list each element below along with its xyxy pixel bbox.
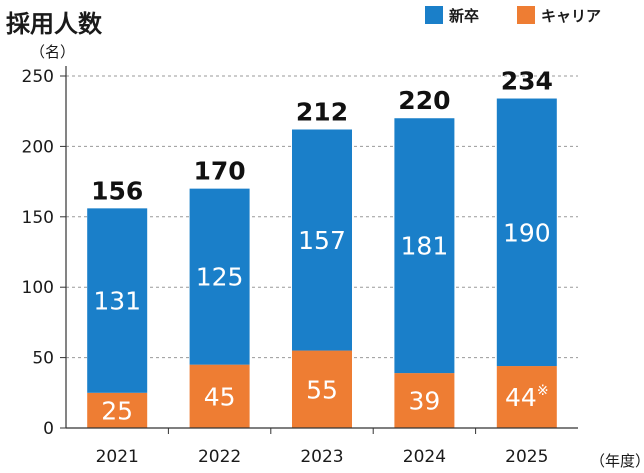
data-label-new-grad: 181 [401,232,449,261]
data-label-new-grad: 190 [503,218,551,247]
legend-label-career: キャリア [541,7,601,25]
bar-segment-new-grad [189,188,250,365]
bar-segment-career [394,373,455,428]
data-label-career: 45 [204,382,236,411]
x-tick-label: 2025 [505,447,548,467]
y-tick-label: 150 [22,208,54,228]
data-label-total: 220 [398,86,450,115]
bar-segment-new-grad [292,129,352,351]
legend-swatch-new-grad [425,6,443,24]
data-label-total: 234 [501,67,553,96]
data-label-total: 212 [296,98,348,127]
data-label-total: 156 [91,176,143,205]
x-tick-label: 2022 [198,447,241,467]
gridlines [66,75,578,359]
axes: 0 50 100 150 200 250 2021 2022 2023 2024 2025 [22,66,578,467]
data-label-new-grad: 131 [93,287,141,316]
y-tick-label: 250 [22,67,54,87]
y-tick-label: 100 [22,278,54,298]
bars [87,98,557,428]
bar-segment-career [189,364,250,428]
data-label-career: 25 [101,396,133,425]
data-label-career: 39 [408,387,440,416]
chart-title: 採用人数 [6,10,103,38]
y-axis-unit: （名） [30,43,75,61]
x-tick-label: 2023 [300,447,343,467]
y-tick-label: 200 [22,137,54,157]
bar-segment-career [292,350,352,428]
data-label-total: 170 [194,157,246,186]
legend-label-new-grad: 新卒 [449,7,479,25]
legend: 新卒 キャリア [425,6,601,25]
bar-segment-new-grad [394,118,455,374]
data-label-new-grad: 157 [298,226,346,255]
x-tick-label: 2021 [96,447,139,467]
bar-segment-career [496,366,557,428]
labels: 2513115645125170551572123918122044※19023… [91,67,553,426]
legend-swatch-career [517,6,535,24]
x-axis-unit: （年度） [590,452,644,470]
data-label-career: 55 [306,375,338,404]
bar-segment-career [87,392,148,428]
bar-segment-new-grad [496,98,557,367]
y-tick-label: 0 [43,419,54,439]
x-tick-label: 2024 [403,447,446,467]
bar-segment-new-grad [87,208,148,393]
y-tick-label: 50 [32,349,54,369]
data-label-new-grad: 125 [196,263,244,292]
